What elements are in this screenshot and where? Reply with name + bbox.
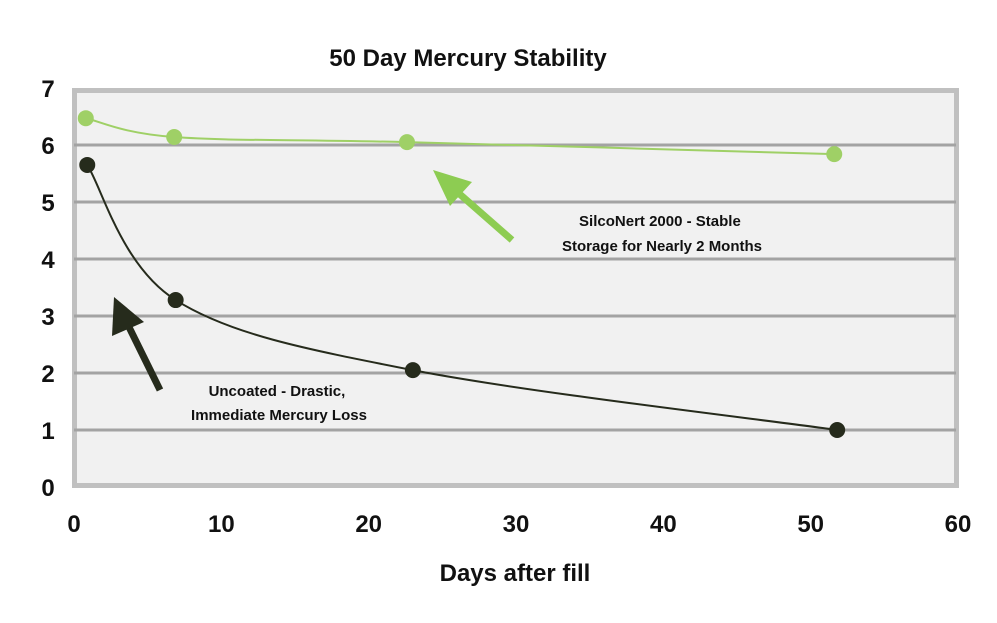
series-line-1 [86,164,838,431]
y-tick-label: 2 [41,361,54,388]
y-tick-label: 3 [41,304,54,331]
y-tick-label: 4 [41,247,55,274]
series-line-0 [85,117,835,156]
data-point [167,292,184,309]
data-point [77,110,94,127]
data-point [166,129,183,146]
plot-area [72,88,959,488]
x-tick-label: 20 [355,511,382,538]
x-tick-label: 10 [208,511,235,538]
annotation-uncoated: Uncoated - Drastic, Immediate Mercury Lo… [191,383,367,424]
x-tick-label: 50 [797,511,824,538]
x-tick-label: 60 [945,511,972,538]
y-tick-label: 6 [41,133,54,160]
x-tick-label: 0 [67,511,80,538]
arrow-silconert [433,170,515,243]
data-point [404,362,421,379]
x-tick-label: 40 [650,511,677,538]
data-point [829,422,846,438]
y-tick-label: 1 [41,418,54,445]
annotation-silconert: SilcoNert 2000 - Stable Storage for Near… [562,213,762,255]
y-tick-label: 5 [41,190,54,217]
x-tick-labels: 0 10 20 30 40 50 60 [67,511,971,538]
x-tick-label: 30 [503,511,530,538]
series-layer [77,110,846,438]
arrow-uncoated [112,297,164,392]
chart-title: 50 Day Mercury Stability [329,45,607,72]
y-tick-label: 7 [41,76,54,103]
x-axis-label: Days after fill [440,560,591,587]
y-tick-labels: 0 1 2 3 4 5 6 7 [41,76,55,502]
data-point [826,146,843,163]
data-point [398,134,415,151]
data-point [79,156,96,173]
y-tick-label: 0 [41,475,54,502]
